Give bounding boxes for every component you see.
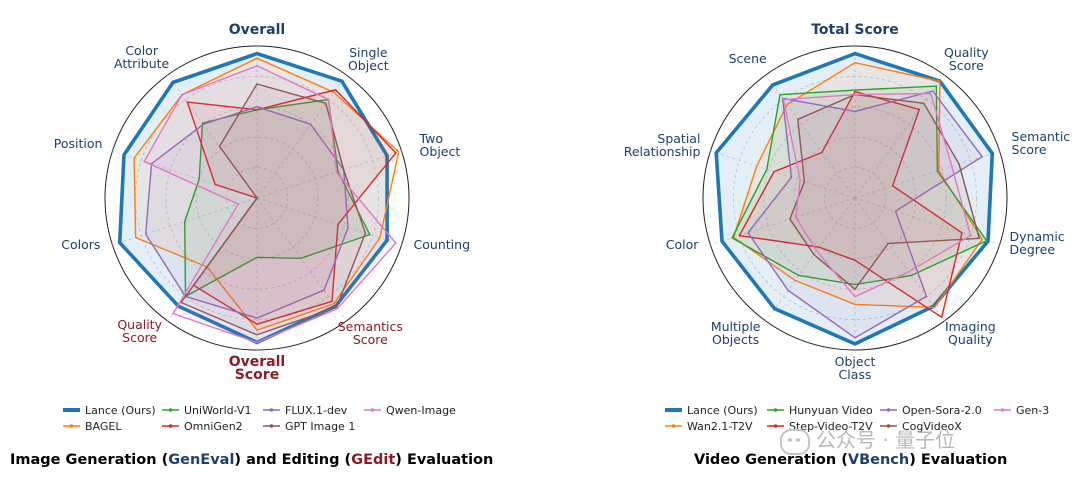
legend-label-open-sora-2-0: Open-Sora-2.0 bbox=[902, 404, 982, 417]
spoke-two-object bbox=[256, 150, 402, 199]
axis-label-semantic-score: Semantic Score bbox=[1012, 129, 1071, 157]
axis-label-quality-score: Quality Score bbox=[944, 45, 989, 73]
legend-label-qwen-image: Qwen-Image bbox=[386, 404, 456, 417]
series-cogvideox bbox=[789, 93, 981, 291]
series-gen-3 bbox=[782, 92, 972, 298]
axis-label-imaging-quality: Imaging Quality bbox=[945, 319, 996, 347]
axis-label-multiple-objects: Multiple Objects bbox=[711, 319, 761, 347]
legend-marker-wan2-1-t2v bbox=[671, 424, 676, 428]
grid-circle-3 bbox=[165, 106, 349, 290]
axis-label-semantics-score: Semantics Score bbox=[338, 319, 403, 347]
axis-label-single-object: Single Object bbox=[348, 45, 389, 73]
caption-right-vbench: VBench bbox=[847, 452, 910, 468]
wechat-logo-icon bbox=[780, 428, 810, 455]
radar-chart-1: Overall Single Object Two Object Counting Sema… bbox=[54, 22, 470, 433]
spoke-dynamic-degree bbox=[854, 197, 1000, 246]
spoke-color bbox=[710, 197, 856, 246]
spoke-counting bbox=[256, 197, 402, 246]
caption-left-pre: Image Generation ( bbox=[10, 452, 169, 468]
legend-marker-omnigen2 bbox=[168, 424, 173, 428]
legend-label-gen-3: Gen-3 bbox=[1016, 404, 1049, 417]
spoke-spatial-relationship bbox=[710, 150, 856, 199]
legend-label-hunyuan-video: Hunyuan Video bbox=[789, 404, 873, 417]
series-omnigen2 bbox=[186, 89, 397, 325]
legend-label-uniworld-v1: UniWorld-V1 bbox=[184, 404, 251, 417]
grid-circle-1 bbox=[824, 167, 886, 229]
legend-marker-qwen-image bbox=[370, 408, 375, 412]
legend-marker-flux-1-dev bbox=[269, 408, 274, 412]
legend-label-bagel: BAGEL bbox=[85, 420, 122, 433]
radar-chart-2: Total Score Quality Score Semantic Score Dyna… bbox=[624, 22, 1071, 433]
legend-label-flux-1-dev: FLUX.1-dev bbox=[285, 404, 348, 417]
axis-label-colors: Colors bbox=[61, 237, 100, 252]
axis-label-object-class: Object Class bbox=[835, 354, 876, 382]
spoke-semantic-score bbox=[854, 150, 1000, 199]
legend-marker-hunyuan-video bbox=[773, 408, 778, 412]
caption-image-generation: Image Generation (GenEval) and Editing (… bbox=[10, 452, 493, 468]
grid-circle-1 bbox=[226, 167, 288, 229]
legend-label-wan2-1-t2v: Wan2.1-T2V bbox=[687, 420, 753, 433]
series-qwen-image bbox=[143, 65, 397, 344]
legend-marker-gen-3 bbox=[1000, 408, 1005, 412]
caption-left-post: ) Evaluation bbox=[395, 452, 494, 468]
legend-label-lance-ours: Lance (Ours) bbox=[687, 404, 758, 417]
legend-label-omnigen2: OmniGen2 bbox=[184, 420, 243, 433]
caption-right-post: ) Evaluation bbox=[909, 452, 1008, 468]
axis-label-overall-score: Overall Score bbox=[229, 354, 285, 383]
series-gpt-image-1 bbox=[180, 83, 367, 336]
axis-label-two-object: Two Object bbox=[419, 131, 461, 159]
spoke-multiple-objects bbox=[765, 197, 856, 322]
legend-label-step-video-t2v: Step-Video-T2V bbox=[789, 420, 873, 433]
legend-1: Lance (Ours) BAGEL UniWorld-V1 OmniGen2 FLUX… bbox=[63, 404, 456, 433]
legend-label-lance-ours: Lance (Ours) bbox=[85, 404, 156, 417]
caption-right-pre: Video Generation ( bbox=[694, 452, 848, 468]
series-open-sora-2-0 bbox=[747, 90, 984, 339]
caption-left-gedit: GEdit bbox=[351, 452, 396, 468]
legend-marker-uniworld-v1 bbox=[168, 408, 173, 412]
legend-marker-step-video-t2v bbox=[773, 424, 778, 428]
caption-left-mid: ) and Editing ( bbox=[234, 452, 352, 468]
axis-label-color: Color bbox=[666, 237, 699, 252]
legend-marker-gpt-image-1 bbox=[269, 424, 274, 428]
caption-video-generation: Video Generation (VBench) Evaluation bbox=[694, 452, 1007, 468]
axis-label-dynamic-degree: Dynamic Degree bbox=[1010, 229, 1065, 257]
legend-2: Lance (Ours) Wan2.1-T2V Hunyuan Video Step-… bbox=[665, 404, 1049, 433]
spoke-quality-score bbox=[854, 74, 945, 199]
legend-label-gpt-image-1: GPT Image 1 bbox=[285, 420, 355, 433]
caption-left-geneval: GenEval bbox=[168, 452, 235, 468]
grid-circle-2 bbox=[195, 136, 319, 260]
legend-marker-open-sora-2-0 bbox=[886, 408, 891, 412]
axis-label-spatial-relationship: Spatial Relationship bbox=[624, 131, 701, 159]
legend-label-cogvideox: CogVideoX bbox=[902, 420, 962, 433]
axis-label-scene: Scene bbox=[729, 51, 767, 66]
axis-label-color-attribute: Color Attribute bbox=[114, 43, 170, 71]
axis-label-overall: Overall bbox=[229, 22, 285, 38]
grid-circle-3 bbox=[763, 106, 947, 290]
axis-label-total-score: Total Score bbox=[811, 22, 899, 38]
axis-label-quality-score: Quality Score bbox=[117, 317, 162, 345]
series-hunyuan-video bbox=[731, 85, 988, 286]
series-uniworld-v1 bbox=[183, 98, 371, 298]
axis-label-counting: Counting bbox=[414, 237, 470, 252]
legend-marker-bagel bbox=[69, 424, 74, 428]
legend-marker-cogvideox bbox=[886, 424, 891, 428]
watermark: 公众号 · 量子位 bbox=[780, 424, 955, 455]
series-wan2-1-t2v bbox=[732, 61, 984, 309]
spoke-imaging-quality bbox=[854, 197, 945, 322]
spoke-single-object bbox=[256, 74, 347, 199]
watermark-text: 公众号 · 量子位 bbox=[816, 428, 956, 452]
axis-label-position: Position bbox=[54, 136, 103, 151]
